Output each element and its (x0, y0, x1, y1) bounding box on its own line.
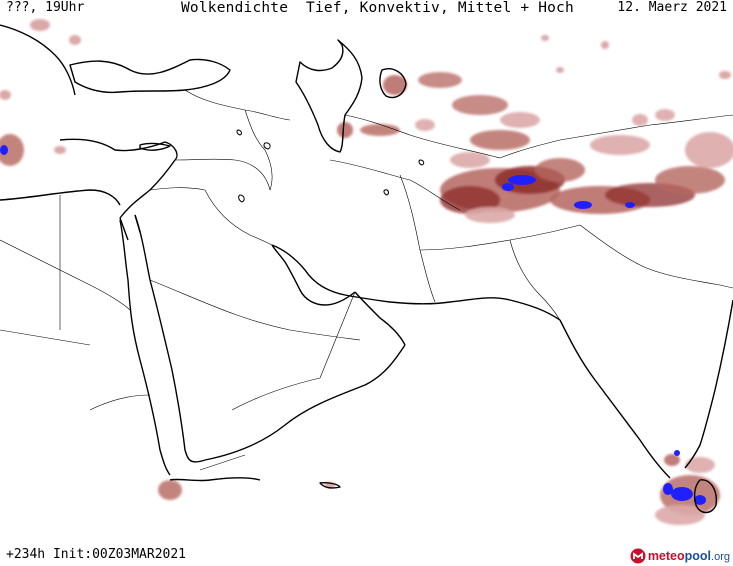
cloud-density-map (0, 19, 733, 525)
map-title: Wolkendichte Tief, Konvektiv, Mittel + H… (181, 0, 574, 16)
coastlines (0, 24, 733, 514)
cloud-cluster-srilanka (655, 454, 720, 525)
meteopool-logo-icon (630, 548, 646, 564)
country-borders (0, 89, 733, 471)
forecast-time-label: ???, 19Uhr (6, 0, 85, 15)
inland-lakes (236, 129, 425, 203)
convective-cores (0, 145, 706, 505)
forecast-init-label: +234h Init:00Z03MAR2021 (6, 547, 187, 562)
cloud-scatter (0, 19, 731, 500)
forecast-date: 12. Maerz 2021 (617, 0, 727, 15)
cloud-cluster-centralasia (337, 72, 675, 150)
meteopool-logo-text: meteopool.org (647, 549, 730, 563)
meteopool-logo: meteopool.org (630, 548, 730, 564)
cloud-cluster-hindukush (440, 132, 733, 223)
cloud-field (0, 19, 733, 525)
